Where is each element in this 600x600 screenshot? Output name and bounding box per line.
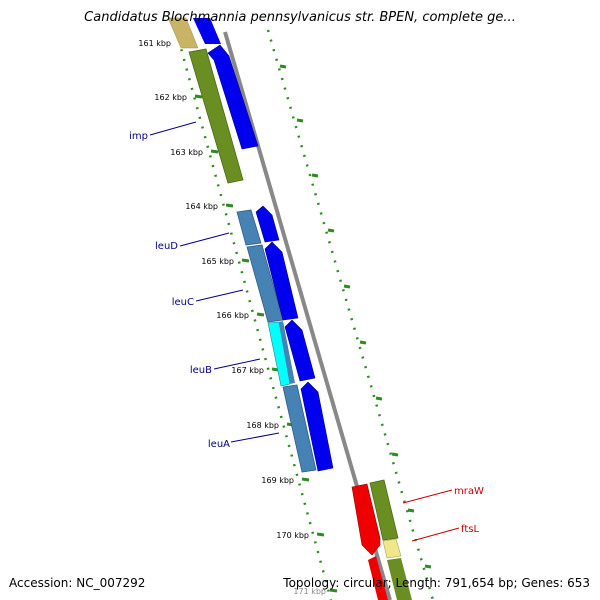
- gene-olive-bottom: [387, 558, 412, 600]
- label-line-leuC: [195, 289, 244, 302]
- label-line-imp: [149, 121, 197, 136]
- tick-label-166: 166 kbp: [216, 311, 249, 320]
- tick-label-167: 167 kbp: [231, 366, 264, 375]
- gene-red-2: [368, 556, 388, 600]
- outer-dash-marks: [279, 64, 432, 569]
- gene-red-1: [351, 483, 381, 556]
- gene-cds-arrow-4: [284, 319, 316, 382]
- gene-cds-arrow-5: [300, 381, 334, 472]
- label-line-mraW: [402, 489, 453, 504]
- tick-label-171: 171 kbp: [293, 587, 326, 596]
- tick-label-161: 161 kbp: [138, 39, 171, 48]
- gene-cds-arrow-3: [264, 241, 299, 321]
- gene-cds-arrow-2: [255, 205, 280, 243]
- gene-leuD: [236, 209, 262, 246]
- gene-leuA: [282, 384, 317, 473]
- kbp-tick-marks: [178, 39, 338, 593]
- gene-top-khaki: [167, 17, 199, 49]
- gene-label-leuC: leuC: [172, 297, 194, 308]
- topology-text: Topology: circular; Length: 791,654 bp; …: [283, 576, 590, 590]
- map-title: Candidatus Blochmannia pennsylvanicus st…: [84, 10, 516, 25]
- gene-label-mraW: mraW: [454, 486, 484, 497]
- gene-ftsL: [382, 538, 402, 559]
- gene-label-leuA: leuA: [208, 439, 230, 450]
- gene-label-leuD: leuD: [155, 241, 178, 252]
- gene-leuB-edge: [279, 321, 295, 384]
- tick-label-164: 164 kbp: [185, 202, 218, 211]
- gene-label-leuB: leuB: [190, 365, 212, 376]
- label-line-leuD: [179, 232, 230, 247]
- tick-label-165: 165 kbp: [201, 257, 234, 266]
- label-line-leuB: [213, 358, 261, 370]
- gene-imp: [188, 48, 244, 184]
- tick-label-170: 170 kbp: [276, 531, 309, 540]
- tick-label-163: 163 kbp: [170, 148, 203, 157]
- label-line-leuA: [230, 432, 280, 443]
- tick-label-169: 169 kbp: [261, 476, 294, 485]
- gene-label-imp: imp: [129, 131, 148, 142]
- gene-label-ftsL: ftsL: [461, 524, 479, 535]
- tick-label-168: 168 kbp: [246, 421, 279, 430]
- gene-top-blue: [193, 18, 221, 44]
- label-line-ftsL: [411, 527, 460, 542]
- accession-text: Accession: NC_007292: [9, 576, 146, 590]
- tick-label-162: 162 kbp: [154, 93, 187, 102]
- gene-mraW: [369, 479, 399, 541]
- gene-cds-arrow-1: [207, 44, 259, 150]
